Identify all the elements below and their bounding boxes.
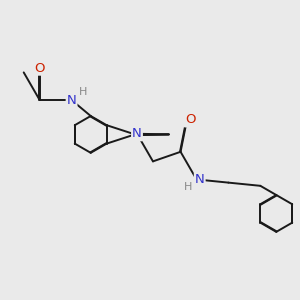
Text: H: H [184,182,193,192]
Text: O: O [185,113,195,126]
Text: N: N [195,173,205,186]
Text: N: N [132,127,142,140]
Text: O: O [34,61,45,75]
Text: H: H [79,87,87,97]
Text: N: N [67,94,76,106]
